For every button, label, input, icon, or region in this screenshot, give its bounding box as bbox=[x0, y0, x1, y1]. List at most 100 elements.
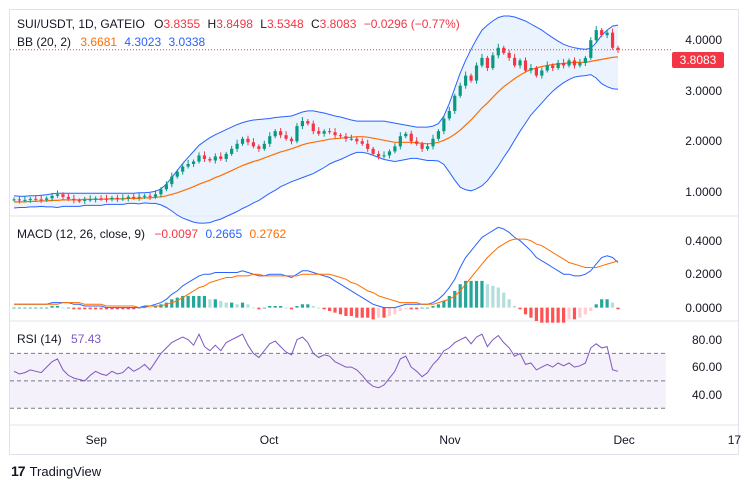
macd-histogram-bar bbox=[480, 280, 484, 308]
macd-histogram-bar bbox=[284, 307, 288, 309]
candle-body bbox=[126, 196, 130, 199]
macd-histogram-bar bbox=[148, 307, 152, 309]
candle-body bbox=[376, 153, 381, 157]
rsi-axis-tick: 40.00 bbox=[691, 387, 722, 402]
candle-body bbox=[442, 118, 446, 132]
candle-body bbox=[170, 176, 174, 185]
candle-body bbox=[66, 196, 71, 199]
candle-body bbox=[235, 143, 239, 149]
macd-histogram-bar bbox=[447, 295, 451, 308]
candle-body bbox=[436, 131, 441, 139]
macd-histogram-bar bbox=[583, 307, 587, 315]
candle-body bbox=[360, 141, 364, 144]
candle-body bbox=[502, 47, 506, 53]
macd-histogram-bar bbox=[534, 307, 538, 322]
macd-histogram-bar bbox=[518, 307, 522, 310]
macd-histogram-bar bbox=[474, 280, 479, 308]
candle-body bbox=[61, 194, 65, 197]
candle-body bbox=[404, 133, 408, 137]
candle-body bbox=[208, 158, 212, 161]
bb-name: BB (20, 2) bbox=[17, 35, 72, 49]
candle-body bbox=[496, 47, 500, 56]
candle-body bbox=[600, 30, 604, 36]
candle-body bbox=[447, 110, 451, 119]
rsi-value: 57.43 bbox=[71, 332, 102, 346]
macd-histogram-bar bbox=[224, 302, 228, 308]
macd-histogram-bar bbox=[94, 307, 98, 310]
last-price-tag: 3.8083 bbox=[672, 52, 724, 68]
candle-body bbox=[387, 151, 392, 156]
macd-line-value: 0.2665 bbox=[205, 227, 243, 241]
macd-histogram-bar bbox=[317, 307, 321, 309]
candle-body bbox=[164, 184, 168, 190]
rsi-line bbox=[13, 333, 619, 389]
macd-histogram-bar bbox=[262, 307, 266, 309]
macd-histogram-bar bbox=[170, 299, 174, 308]
bb-basis-value: 3.6681 bbox=[80, 35, 118, 49]
candle-body bbox=[540, 70, 544, 76]
macd-histogram-bar bbox=[83, 307, 87, 310]
close-label: C bbox=[311, 17, 320, 31]
candle-body bbox=[545, 65, 549, 71]
macd-histogram-bar bbox=[202, 295, 207, 308]
macd-histogram-bar bbox=[529, 307, 533, 318]
macd-histogram-bar bbox=[72, 307, 76, 310]
macd-histogram-bar bbox=[371, 307, 375, 320]
brand-label: TradingView bbox=[29, 463, 102, 479]
macd-histogram-bar bbox=[360, 307, 364, 318]
candle-body bbox=[610, 32, 615, 48]
candle-body bbox=[583, 57, 587, 63]
macd-histogram-bar bbox=[469, 280, 473, 308]
price-axis-tick: 4.0000 bbox=[685, 33, 722, 48]
candle-body bbox=[480, 57, 484, 66]
macd-histogram-bar bbox=[572, 307, 577, 320]
candle-body bbox=[34, 198, 38, 200]
macd-histogram-bar bbox=[273, 305, 277, 308]
candle-body bbox=[175, 171, 179, 177]
macd-histogram-bar bbox=[496, 287, 500, 308]
macd-histogram-bar bbox=[186, 295, 190, 308]
macd-histogram-bar bbox=[289, 307, 294, 310]
candle-body bbox=[55, 194, 60, 196]
macd-histogram-bar bbox=[66, 307, 71, 309]
macd-histogram-bar bbox=[415, 307, 419, 310]
candle-body bbox=[110, 197, 114, 200]
macd-histogram-bar bbox=[491, 285, 495, 308]
macd-histogram-bar bbox=[164, 302, 168, 308]
macd-histogram-bar bbox=[442, 300, 446, 308]
candle-body bbox=[513, 57, 517, 66]
candle-body bbox=[371, 148, 375, 154]
macd-histogram-bar bbox=[605, 299, 609, 308]
macd-histogram-bar bbox=[404, 307, 408, 310]
candle-body bbox=[181, 166, 185, 172]
candle-body bbox=[28, 198, 32, 200]
macd-histogram-bar bbox=[464, 280, 468, 308]
macd-histogram-bar bbox=[142, 305, 147, 308]
change-value: −0.0296 (−0.77%) bbox=[363, 17, 460, 31]
rsi-axis-tick: 80.00 bbox=[691, 332, 722, 347]
macd-histogram-bar bbox=[349, 307, 353, 316]
macd-histogram-bar bbox=[181, 295, 185, 308]
macd-axis-tick: 0.0000 bbox=[685, 300, 722, 315]
macd-histogram-bar bbox=[376, 307, 381, 318]
rsi-legend: RSI (14) 57.43 bbox=[17, 332, 101, 346]
macd-histogram-bar bbox=[115, 307, 119, 310]
macd-histogram-bar bbox=[567, 307, 571, 320]
symbol-label: SUI/USDT, 1D, GATEIO bbox=[17, 17, 145, 31]
ohlc-legend: SUI/USDT, 1D, GATEIO O3.8355 H3.8498 L3.… bbox=[17, 17, 460, 31]
time-axis-tick: 17 bbox=[727, 433, 742, 447]
candle-body bbox=[409, 133, 413, 142]
candle-body bbox=[333, 132, 337, 136]
macd-histogram-bar bbox=[578, 307, 582, 318]
price-axis-tick: 3.0000 bbox=[685, 83, 722, 98]
candle-body bbox=[197, 155, 201, 162]
macd-histogram-bar bbox=[453, 290, 457, 308]
macd-legend: MACD (12, 26, close, 9) −0.0097 0.2665 0… bbox=[17, 227, 286, 241]
tradingview-footer[interactable]: 17 TradingView bbox=[11, 463, 101, 479]
candle-body bbox=[355, 138, 359, 142]
macd-histogram-bar bbox=[328, 307, 332, 311]
macd-histogram-bar bbox=[257, 307, 261, 310]
macd-histogram-bar bbox=[55, 305, 60, 308]
macd-histogram-bar bbox=[322, 307, 326, 310]
